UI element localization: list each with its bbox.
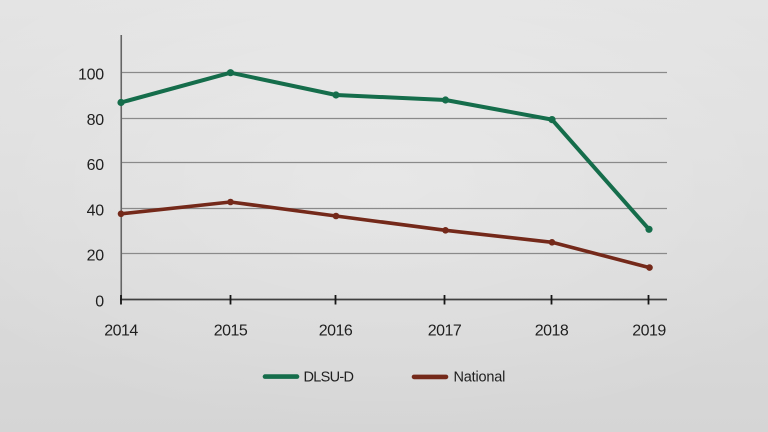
svg-text:60: 60: [87, 157, 105, 174]
svg-text:20: 20: [87, 247, 105, 264]
svg-text:2019: 2019: [632, 323, 666, 340]
svg-text:2014: 2014: [104, 323, 138, 340]
svg-text:0: 0: [95, 293, 104, 310]
svg-text:100: 100: [78, 66, 104, 83]
svg-text:National: National: [454, 370, 506, 386]
svg-text:DLSU-D: DLSU-D: [304, 370, 354, 386]
svg-text:2017: 2017: [428, 323, 462, 340]
svg-text:80: 80: [87, 112, 105, 129]
svg-text:2016: 2016: [319, 323, 353, 340]
svg-text:2018: 2018: [535, 323, 569, 340]
svg-text:2015: 2015: [214, 323, 248, 340]
svg-text:40: 40: [87, 202, 105, 219]
